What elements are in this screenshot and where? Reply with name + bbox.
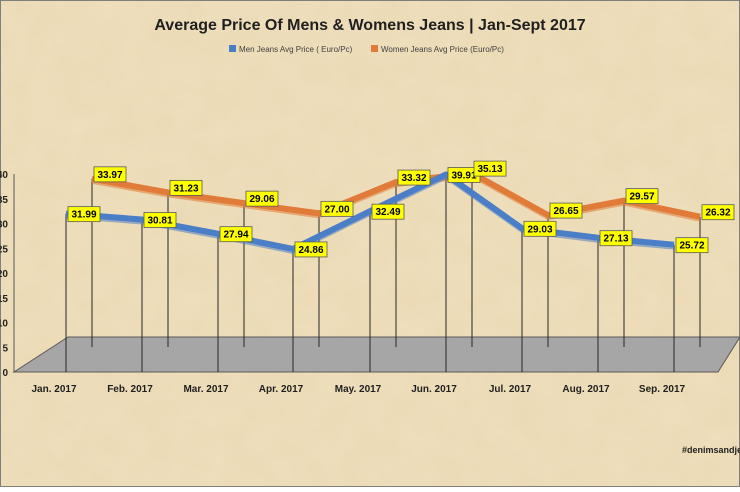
watermark-annotation: #denimsandje xyxy=(682,445,740,455)
women-data-label: 35.13 xyxy=(473,160,507,177)
men-label-box xyxy=(523,220,557,237)
men-label-box xyxy=(219,226,253,243)
x-tick-label: Sep. 2017 xyxy=(639,384,686,395)
men-label-box xyxy=(371,203,405,220)
women-label-box xyxy=(397,169,431,186)
data-labels: 31.99 30.81 27.94 24.86 32.49 39.91 29.03 27.13… xyxy=(67,160,735,258)
women-label-text: 26.32 xyxy=(705,208,730,219)
women-label-text: 27.00 xyxy=(324,204,349,215)
women-label-box xyxy=(625,188,659,205)
women-label-text: 33.97 xyxy=(97,170,122,181)
women-data-label: 33.32 xyxy=(397,169,431,186)
men-data-label: 27.13 xyxy=(599,230,633,247)
men-label-box xyxy=(294,241,328,258)
men-data-label: 30.81 xyxy=(143,212,177,228)
y-tick-label: 25 xyxy=(0,244,8,255)
men-data-label: 24.86 xyxy=(294,241,328,258)
women-label-text: 26.65 xyxy=(553,206,578,217)
legend-swatch-women xyxy=(371,45,378,52)
women-data-label: 31.23 xyxy=(169,180,203,196)
men-label-text: 31.99 xyxy=(71,210,96,221)
women-label-text: 35.13 xyxy=(477,164,502,175)
y-tick-label: 10 xyxy=(0,319,8,330)
floor-plane xyxy=(12,336,740,373)
chart-title: Average Price Of Mens & Womens Jeans | J… xyxy=(154,17,585,34)
y-tick-label: 15 xyxy=(0,294,8,305)
x-tick-label: Apr. 2017 xyxy=(259,384,304,395)
women-label-box xyxy=(473,160,507,177)
men-data-label: 29.03 xyxy=(523,220,557,237)
women-data-label: 29.06 xyxy=(245,190,279,207)
legend: Men Jeans Avg Price ( Euro/Pc) Women Jea… xyxy=(229,45,504,54)
men-label-text: 29.03 xyxy=(527,224,552,235)
x-tick-label: Jul. 2017 xyxy=(489,384,532,395)
women-data-label: 33.97 xyxy=(93,166,127,183)
women-label-box xyxy=(549,202,583,219)
women-label-box xyxy=(169,180,203,196)
women-data-label: 26.65 xyxy=(549,202,583,219)
y-tick-label: 30 xyxy=(0,220,8,231)
men-label-text: 30.81 xyxy=(147,215,172,226)
x-tick-label: Aug. 2017 xyxy=(562,384,610,395)
x-tick-label: Mar. 2017 xyxy=(183,384,228,395)
women-data-label: 29.57 xyxy=(625,188,659,205)
y-tick-label: 40 xyxy=(0,170,8,181)
women-label-text: 33.32 xyxy=(401,173,426,184)
men-label-text: 39.91 xyxy=(451,170,476,181)
men-data-label: 27.94 xyxy=(219,226,253,243)
women-label-box xyxy=(245,190,279,207)
y-tick-label: 20 xyxy=(0,269,8,280)
women-label-text: 29.57 xyxy=(629,192,654,203)
women-data-label: 26.32 xyxy=(701,204,735,221)
x-tick-label: Feb. 2017 xyxy=(107,384,153,395)
y-axis: 0 5 10 15 20 25 30 35 40 xyxy=(0,170,15,379)
men-data-label: 25.72 xyxy=(675,237,709,254)
women-label-text: 31.23 xyxy=(173,183,198,194)
women-data-label: 27.00 xyxy=(320,200,354,217)
men-label-text: 24.86 xyxy=(298,245,323,256)
men-label-text: 25.72 xyxy=(679,241,704,252)
women-label-box xyxy=(701,204,735,221)
legend-label-men: Men Jeans Avg Price ( Euro/Pc) xyxy=(239,45,353,54)
legend-swatch-men xyxy=(229,45,236,52)
men-label-box xyxy=(675,237,709,254)
men-data-label: 32.49 xyxy=(371,203,405,220)
y-tick-label: 5 xyxy=(2,343,8,354)
x-tick-label: Jan. 2017 xyxy=(31,384,76,395)
men-label-box xyxy=(143,212,177,228)
men-data-label: 31.99 xyxy=(67,206,101,223)
x-axis-labels: Jan. 2017 Feb. 2017 Mar. 2017 Apr. 2017 May.… xyxy=(31,384,685,395)
women-label-box xyxy=(93,166,127,183)
legend-label-women: Women Jeans Avg Price (Euro/Pc) xyxy=(381,45,504,54)
women-label-text: 29.06 xyxy=(249,194,274,205)
men-label-box xyxy=(599,230,633,247)
men-label-box xyxy=(67,206,101,223)
y-tick-label: 0 xyxy=(2,368,8,379)
women-label-box xyxy=(320,200,354,217)
x-tick-label: Jun. 2017 xyxy=(411,384,457,395)
y-tick-label: 35 xyxy=(0,195,8,206)
women-series-line xyxy=(91,170,701,220)
men-label-text: 27.94 xyxy=(223,230,248,241)
men-label-text: 32.49 xyxy=(375,207,400,218)
men-label-text: 27.13 xyxy=(603,234,628,245)
x-tick-label: May. 2017 xyxy=(335,384,382,395)
